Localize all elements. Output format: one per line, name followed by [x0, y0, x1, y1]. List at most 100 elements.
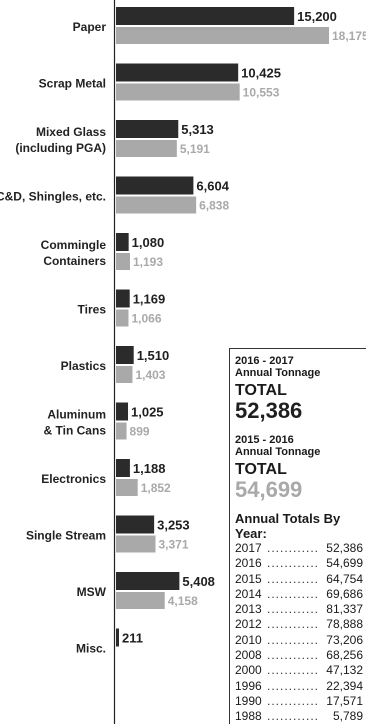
bar-label-current: 211 — [122, 631, 143, 646]
annual-total-value: 73,206 — [326, 632, 363, 647]
category-label: C&D, Shingles, etc. — [0, 190, 106, 204]
bar-current — [116, 459, 130, 477]
bar-label-current: 1,510 — [137, 348, 170, 363]
bar-label-current: 1,025 — [131, 405, 164, 420]
category-label: Scrap Metal — [39, 77, 106, 91]
annual-total-row: 2015.......................... 64,754 — [235, 572, 363, 587]
bar-previous — [116, 140, 177, 157]
annual-total-year: 2010 — [235, 632, 262, 647]
annual-total-row: 2010.......................... 73,206 — [235, 633, 363, 648]
bar-label-current: 10,425 — [241, 66, 281, 81]
bar-label-current: 1,080 — [132, 235, 165, 250]
tonnage-summary-box: 2016 - 2017 Annual Tonnage TOTAL 52,386 … — [229, 348, 366, 724]
bar-current — [116, 402, 129, 421]
dot-leader: .......................... — [267, 556, 319, 571]
dot-leader: .......................... — [267, 586, 319, 601]
bar-label-current: 5,313 — [181, 122, 214, 137]
bar-label-previous: 5,191 — [180, 142, 210, 156]
bar-current — [116, 233, 129, 251]
annual-total-value: 69,686 — [326, 586, 363, 601]
category-label: Paper — [73, 20, 107, 34]
annual-total-value: 64,754 — [326, 571, 363, 586]
bar-label-previous: 1,403 — [135, 368, 165, 382]
annual-total-year: 2013 — [235, 602, 262, 617]
dot-leader: .......................... — [267, 632, 319, 647]
dot-leader: .......................... — [267, 602, 319, 617]
bar-previous — [116, 479, 138, 496]
bar-label-previous: 4,158 — [168, 594, 198, 608]
annual-total-year: 2014 — [235, 586, 262, 601]
bar-previous — [116, 366, 133, 383]
bar-label-previous: 3,371 — [159, 538, 189, 552]
category-label: Commingle Containers — [41, 238, 107, 268]
annual-total-value: 81,337 — [326, 602, 363, 617]
annual-total-row: 2017.......................... 52,386 — [235, 541, 363, 556]
current-period: 2016 - 2017 — [235, 355, 294, 367]
bar-label-current: 15,200 — [297, 9, 337, 24]
bar-label-current: 3,253 — [157, 518, 190, 533]
bar-previous — [116, 309, 129, 327]
annual-total-year: 2017 — [235, 541, 262, 555]
annual-total-year: 1988 — [235, 709, 262, 724]
bar-label-previous: 1,193 — [133, 255, 163, 269]
current-total-label: TOTAL — [235, 382, 287, 399]
dot-leader: .......................... — [267, 663, 319, 678]
bar-label-current: 5,408 — [182, 574, 215, 589]
category-label: Electronics — [41, 472, 106, 486]
bar-current — [116, 628, 119, 647]
bar-previous — [116, 27, 329, 44]
bar-current — [116, 120, 179, 138]
dot-leader: .......................... — [267, 617, 319, 632]
category-label: Misc. — [76, 642, 106, 656]
bar-label-current: 1,169 — [133, 292, 166, 307]
annual-total-row: 1990.......................... 17,571 — [235, 694, 363, 709]
bar-label-previous: 10,553 — [243, 86, 280, 100]
annual-total-year: 2008 — [235, 648, 262, 663]
annual-totals-list: 2017.......................... 52,386 2016… — [235, 541, 366, 725]
bar-current — [116, 515, 155, 534]
annual-total-year: 2000 — [235, 663, 262, 678]
category-label: Plastics — [61, 359, 107, 373]
bar-previous — [116, 83, 240, 101]
annual-totals-title: Annual Totals By Year: — [235, 511, 341, 541]
bar-current — [116, 7, 295, 25]
bar-current — [116, 176, 194, 195]
dot-leader: .......................... — [267, 541, 319, 555]
annual-total-row: 2000.......................... 47,132 — [235, 663, 363, 678]
current-total: 52,386 — [235, 398, 303, 423]
annual-total-value: 52,386 — [326, 541, 363, 555]
dot-leader: .......................... — [267, 709, 319, 724]
bar-label-previous: 1,852 — [141, 481, 171, 495]
bar-previous — [116, 196, 197, 214]
previous-total: 54,699 — [235, 477, 303, 502]
dot-leader: .......................... — [267, 678, 319, 693]
annual-total-year: 2012 — [235, 617, 262, 632]
bar-label-current: 1,188 — [133, 461, 166, 476]
annual-total-value: 68,256 — [326, 648, 363, 663]
annual-total-year: 2016 — [235, 556, 262, 571]
current-subtitle: Annual Tonnage — [235, 367, 321, 379]
annual-total-value: 22,394 — [326, 678, 363, 693]
annual-total-year: 2015 — [235, 571, 262, 586]
bar-label-previous: 899 — [130, 425, 150, 439]
bar-current — [116, 346, 134, 364]
annual-total-value: 78,888 — [326, 617, 363, 632]
bar-previous — [116, 592, 165, 609]
previous-subtitle: Annual Tonnage — [235, 446, 321, 458]
category-label: MSW — [77, 585, 107, 599]
dot-leader: .......................... — [267, 648, 319, 663]
annual-total-row: 2012.......................... 78,888 — [235, 617, 363, 632]
bar-previous — [116, 253, 130, 270]
category-label: Aluminum & Tin Cans — [44, 408, 107, 438]
annual-total-year: 1990 — [235, 693, 262, 708]
annual-total-row: 2014.......................... 69,686 — [235, 587, 363, 602]
bar-previous — [116, 422, 127, 440]
previous-period: 2015 - 2016 — [235, 434, 294, 446]
annual-total-value: 54,699 — [326, 556, 363, 571]
category-label: Mixed Glass (including PGA) — [15, 125, 106, 155]
bar-label-previous: 1,066 — [131, 312, 161, 326]
previous-total-label: TOTAL — [235, 461, 287, 478]
bar-label-current: 6,604 — [196, 179, 229, 194]
bar-current — [116, 63, 239, 82]
